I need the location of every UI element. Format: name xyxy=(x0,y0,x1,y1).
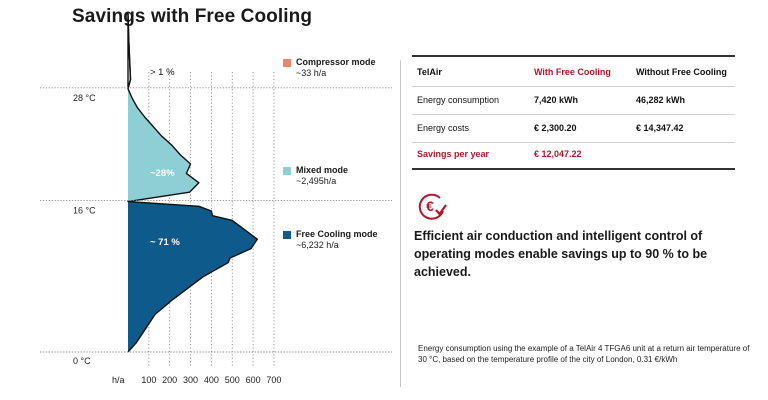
euro-check-icon: € xyxy=(414,190,448,224)
table-header-cell: TelAir xyxy=(417,67,442,77)
y-tick-label: 16 °C xyxy=(73,206,96,216)
row-separator xyxy=(412,142,735,143)
table-cell: € 12,047.22 xyxy=(534,149,582,159)
table-row: Energy consumption 7,420 kWh 46,282 kWh xyxy=(412,85,735,115)
table-cell: 7,420 kWh xyxy=(534,95,579,105)
table-cell: Savings per year xyxy=(417,149,490,159)
table-cell: Energy consumption xyxy=(417,95,500,105)
x-tick-label: 700 xyxy=(266,375,281,385)
savings-statement: Efficient air conduction and intelligent… xyxy=(414,229,708,279)
svg-text:€: € xyxy=(426,198,434,214)
share-label-free-cooling: ~ 71 % xyxy=(150,237,180,248)
legend-swatch-mixed xyxy=(283,167,291,175)
table-header-cell: Without Free Cooling xyxy=(636,67,727,77)
row-separator xyxy=(412,114,735,115)
x-tick-label: 100 xyxy=(141,375,156,385)
row-separator xyxy=(412,86,735,87)
legend-swatch-compressor xyxy=(283,59,291,67)
table-row: Energy costs € 2,300.20 € 14,347.42 xyxy=(412,113,735,143)
table-cell: € 2,300.20 xyxy=(534,123,577,133)
column-divider xyxy=(400,60,401,387)
mixed-mode-area xyxy=(128,88,199,202)
table-top-rule xyxy=(412,55,735,57)
x-tick-label: 500 xyxy=(225,375,240,385)
free-cooling-mode-area xyxy=(128,201,258,352)
legend-label: Mixed mode xyxy=(296,165,349,175)
x-tick-label: 300 xyxy=(183,375,198,385)
x-axis-label: h/a xyxy=(112,375,125,385)
legend-hours: ~33 h/a xyxy=(296,68,327,78)
table-row-savings: Savings per year € 12,047.22 xyxy=(412,139,735,169)
distribution-outline xyxy=(127,13,258,353)
footnote: Energy consumption using the example of … xyxy=(418,344,750,364)
table-cell: € 14,347.42 xyxy=(636,123,684,133)
x-tick-label: 600 xyxy=(246,375,261,385)
x-tick-label: 400 xyxy=(204,375,219,385)
table-cell: 46,282 kWh xyxy=(636,95,686,105)
share-label-mixed: ~28% xyxy=(150,168,175,179)
legend-hours: ~2,495h/a xyxy=(296,176,337,186)
table-bottom-rule xyxy=(412,168,735,170)
temperature-distribution-chart: 28 °C 16 °C 0 °C h/a 100 200 300 400 500 600 700 > … xyxy=(40,13,392,385)
table-header-row: TelAir With Free Cooling Without Free Co… xyxy=(412,57,735,87)
legend-hours: ~6,232 h/a xyxy=(296,240,339,250)
y-tick-label: 28 °C xyxy=(73,93,96,103)
legend-label: Free Cooling mode xyxy=(296,229,378,239)
share-label-compressor: > 1 % xyxy=(150,67,175,78)
y-tick-label: 0 °C xyxy=(73,356,91,366)
legend-swatch-free-cooling xyxy=(283,231,291,239)
x-tick-label: 200 xyxy=(162,375,177,385)
table-cell: Energy costs xyxy=(417,123,470,133)
legend-label: Compressor mode xyxy=(296,57,376,67)
table-header-cell: With Free Cooling xyxy=(534,67,611,77)
page-title: Savings with Free Cooling xyxy=(72,6,313,27)
